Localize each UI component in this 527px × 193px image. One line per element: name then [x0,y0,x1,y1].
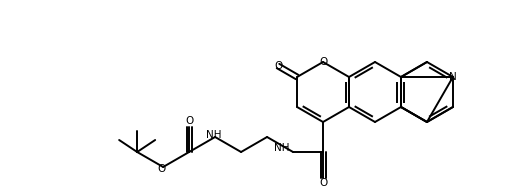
Text: NH: NH [207,130,222,140]
Text: O: O [319,179,327,189]
Text: O: O [319,57,327,67]
Text: NH: NH [274,143,289,153]
Text: O: O [157,164,165,174]
Text: O: O [274,61,282,71]
Text: O: O [185,115,193,125]
Text: N: N [449,72,457,82]
